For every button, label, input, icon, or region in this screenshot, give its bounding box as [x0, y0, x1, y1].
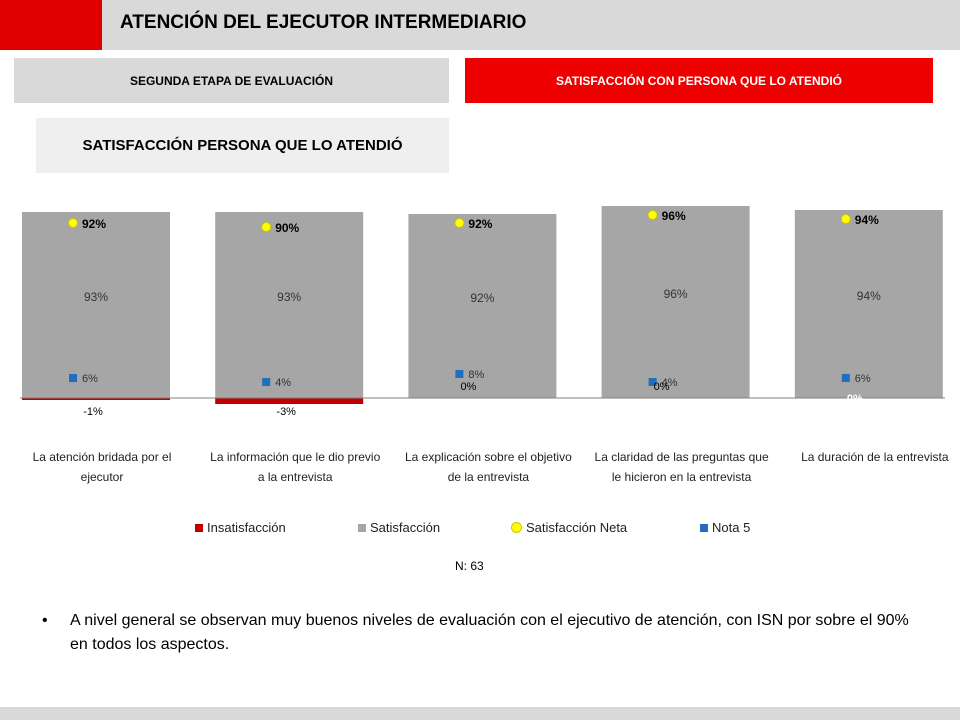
data-label-insatisfaccion: 0%: [847, 393, 863, 405]
data-label-insatisfaccion: -1%: [83, 406, 103, 418]
data-label-satisfaccion-neta: 94%: [855, 213, 879, 227]
data-label-insatisfaccion: -3%: [276, 406, 296, 418]
bar-satisfaccion: [22, 212, 170, 398]
marker-nota5: [455, 370, 464, 378]
category-label: ejecutor: [81, 470, 124, 484]
data-label-satisfaccion-neta: 90%: [275, 221, 299, 235]
marker-satisfaccion-neta: [261, 222, 272, 232]
marker-nota5: [69, 374, 77, 382]
legend-swatch-insatisfaccion: [195, 523, 203, 532]
bullet-text: A nivel general se observan muy buenos n…: [70, 612, 909, 653]
legend-label-satisfaccion-neta: Satisfacción Neta: [526, 520, 628, 535]
data-label-satisfaccion: 96%: [664, 287, 688, 301]
bar-satisfaccion: [601, 206, 750, 398]
tab-segunda-etapa[interactable]: SEGUNDA ETAPA DE EVALUACIÓN: [14, 58, 449, 103]
data-label-satisfaccion-neta: 92%: [82, 217, 106, 231]
header-accent-block: [0, 0, 102, 50]
tab-satisfaccion-persona[interactable]: SATISFACCIÓN CON PERSONA QUE LO ATENDIÓ: [465, 58, 933, 103]
bars-layer: [22, 206, 943, 404]
bar-insatisfaccion: [215, 398, 364, 404]
bar-satisfaccion: [408, 214, 557, 398]
category-label: de la entrevista: [448, 470, 530, 484]
category-label: La claridad de las preguntas que: [595, 450, 769, 464]
header-bar: [0, 0, 960, 50]
marker-nota5: [841, 374, 850, 382]
legend-item-satisfaccion: Satisfacción: [358, 520, 440, 535]
bar-satisfaccion: [215, 212, 364, 398]
legend-label-insatisfaccion: Insatisfacción: [207, 520, 286, 535]
legend-item-satisfaccion-neta: Satisfacción Neta: [511, 520, 627, 535]
bar-satisfaccion: [794, 210, 943, 398]
page-title: ATENCIÓN DEL EJECUTOR INTERMEDIARIO: [120, 12, 527, 33]
data-label-nota5: 4%: [662, 377, 678, 389]
data-label-nota5: 4%: [275, 377, 291, 389]
bullet-point: • A nivel general se observan muy buenos…: [42, 609, 912, 657]
data-label-insatisfaccion: 0%: [460, 381, 476, 393]
data-label-satisfaccion: 93%: [84, 290, 108, 304]
legend-label-nota5: Nota 5: [712, 520, 751, 535]
category-label: La atención bridada por el: [33, 450, 172, 464]
data-label-satisfaccion: 93%: [277, 290, 301, 304]
sample-size-label: N: 63: [455, 559, 484, 573]
data-label-satisfaccion-neta: 92%: [468, 217, 492, 231]
data-label-insatisfaccion: 0%: [654, 381, 670, 393]
legend-item-insatisfaccion: Insatisfacción: [195, 520, 286, 535]
bullet-dot-icon: •: [42, 612, 48, 629]
marker-satisfaccion-neta: [454, 218, 465, 228]
marker-satisfaccion-neta: [68, 218, 78, 228]
labels-layer: 93% 92% 6% -1% La atención bridada por el eje…: [33, 209, 949, 484]
category-label: La duración de la entrevista: [801, 450, 949, 464]
marker-satisfaccion-neta: [840, 214, 851, 224]
marker-satisfaccion-neta: [647, 210, 658, 220]
legend-swatch-satisfaccion: [358, 523, 366, 532]
legend-swatch-nota5: [700, 523, 708, 532]
satisfaction-bar-chart: 93% 92% 6% -1% La atención bridada por el eje…: [20, 206, 949, 484]
data-label-nota5: 8%: [468, 369, 484, 381]
data-label-satisfaccion: 94%: [857, 289, 881, 303]
marker-nota5: [648, 378, 657, 386]
data-label-satisfaccion-neta: 96%: [662, 209, 686, 223]
category-label: le hicieron en la entrevista: [612, 470, 752, 484]
category-label: La información que le dio previo: [210, 450, 380, 464]
data-label-nota5: 6%: [82, 373, 98, 385]
marker-nota5: [262, 378, 271, 386]
legend-item-nota5: Nota 5: [700, 520, 750, 535]
data-label-nota5: 6%: [855, 373, 871, 385]
legend-label-satisfaccion: Satisfacción: [370, 520, 441, 535]
category-label: La explicación sobre el objetivo: [405, 450, 572, 464]
legend-swatch-satisfaccion-neta: [511, 522, 522, 533]
footer-bar: [0, 707, 960, 720]
data-label-satisfaccion: 92%: [470, 291, 494, 305]
bar-insatisfaccion: [22, 398, 170, 400]
category-label: a la entrevista: [258, 470, 333, 484]
section-title: SATISFACCIÓN PERSONA QUE LO ATENDIÓ: [36, 118, 449, 173]
